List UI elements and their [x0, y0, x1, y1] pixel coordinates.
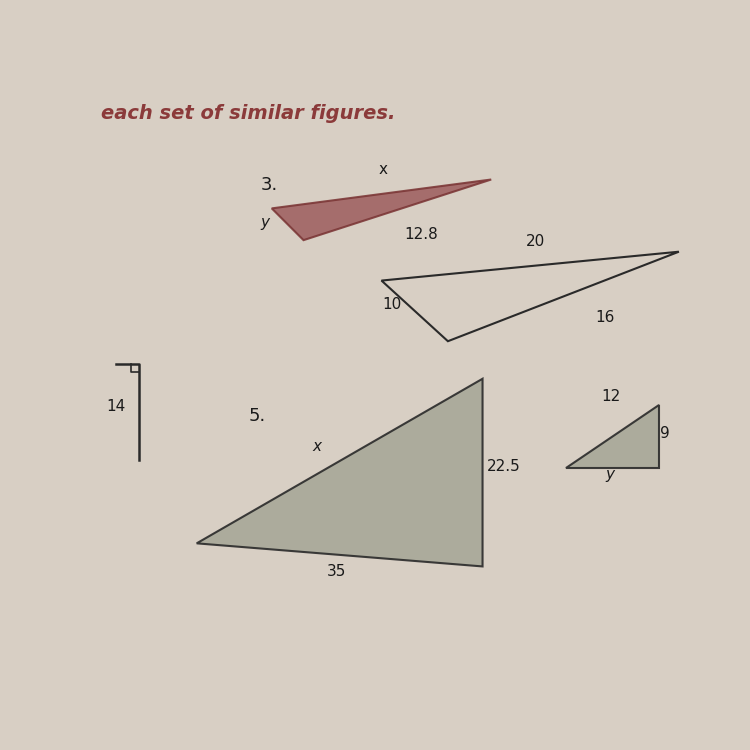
Text: 20: 20	[526, 234, 545, 249]
Polygon shape	[196, 379, 482, 566]
Text: x: x	[379, 162, 388, 177]
Text: 14: 14	[106, 398, 125, 413]
Text: y: y	[605, 467, 614, 482]
Text: 10: 10	[382, 298, 402, 313]
Text: 5.: 5.	[249, 407, 266, 425]
Polygon shape	[272, 179, 491, 240]
Polygon shape	[566, 405, 658, 468]
Text: 12.8: 12.8	[404, 227, 438, 242]
Text: 9: 9	[661, 426, 670, 441]
Text: 16: 16	[596, 310, 614, 326]
Text: 22.5: 22.5	[488, 459, 521, 474]
Text: 12: 12	[601, 388, 620, 404]
Text: x: x	[312, 439, 321, 454]
Text: 35: 35	[327, 564, 346, 579]
Text: each set of similar figures.: each set of similar figures.	[101, 104, 396, 124]
Text: 3.: 3.	[260, 176, 278, 194]
Text: y: y	[260, 215, 269, 230]
